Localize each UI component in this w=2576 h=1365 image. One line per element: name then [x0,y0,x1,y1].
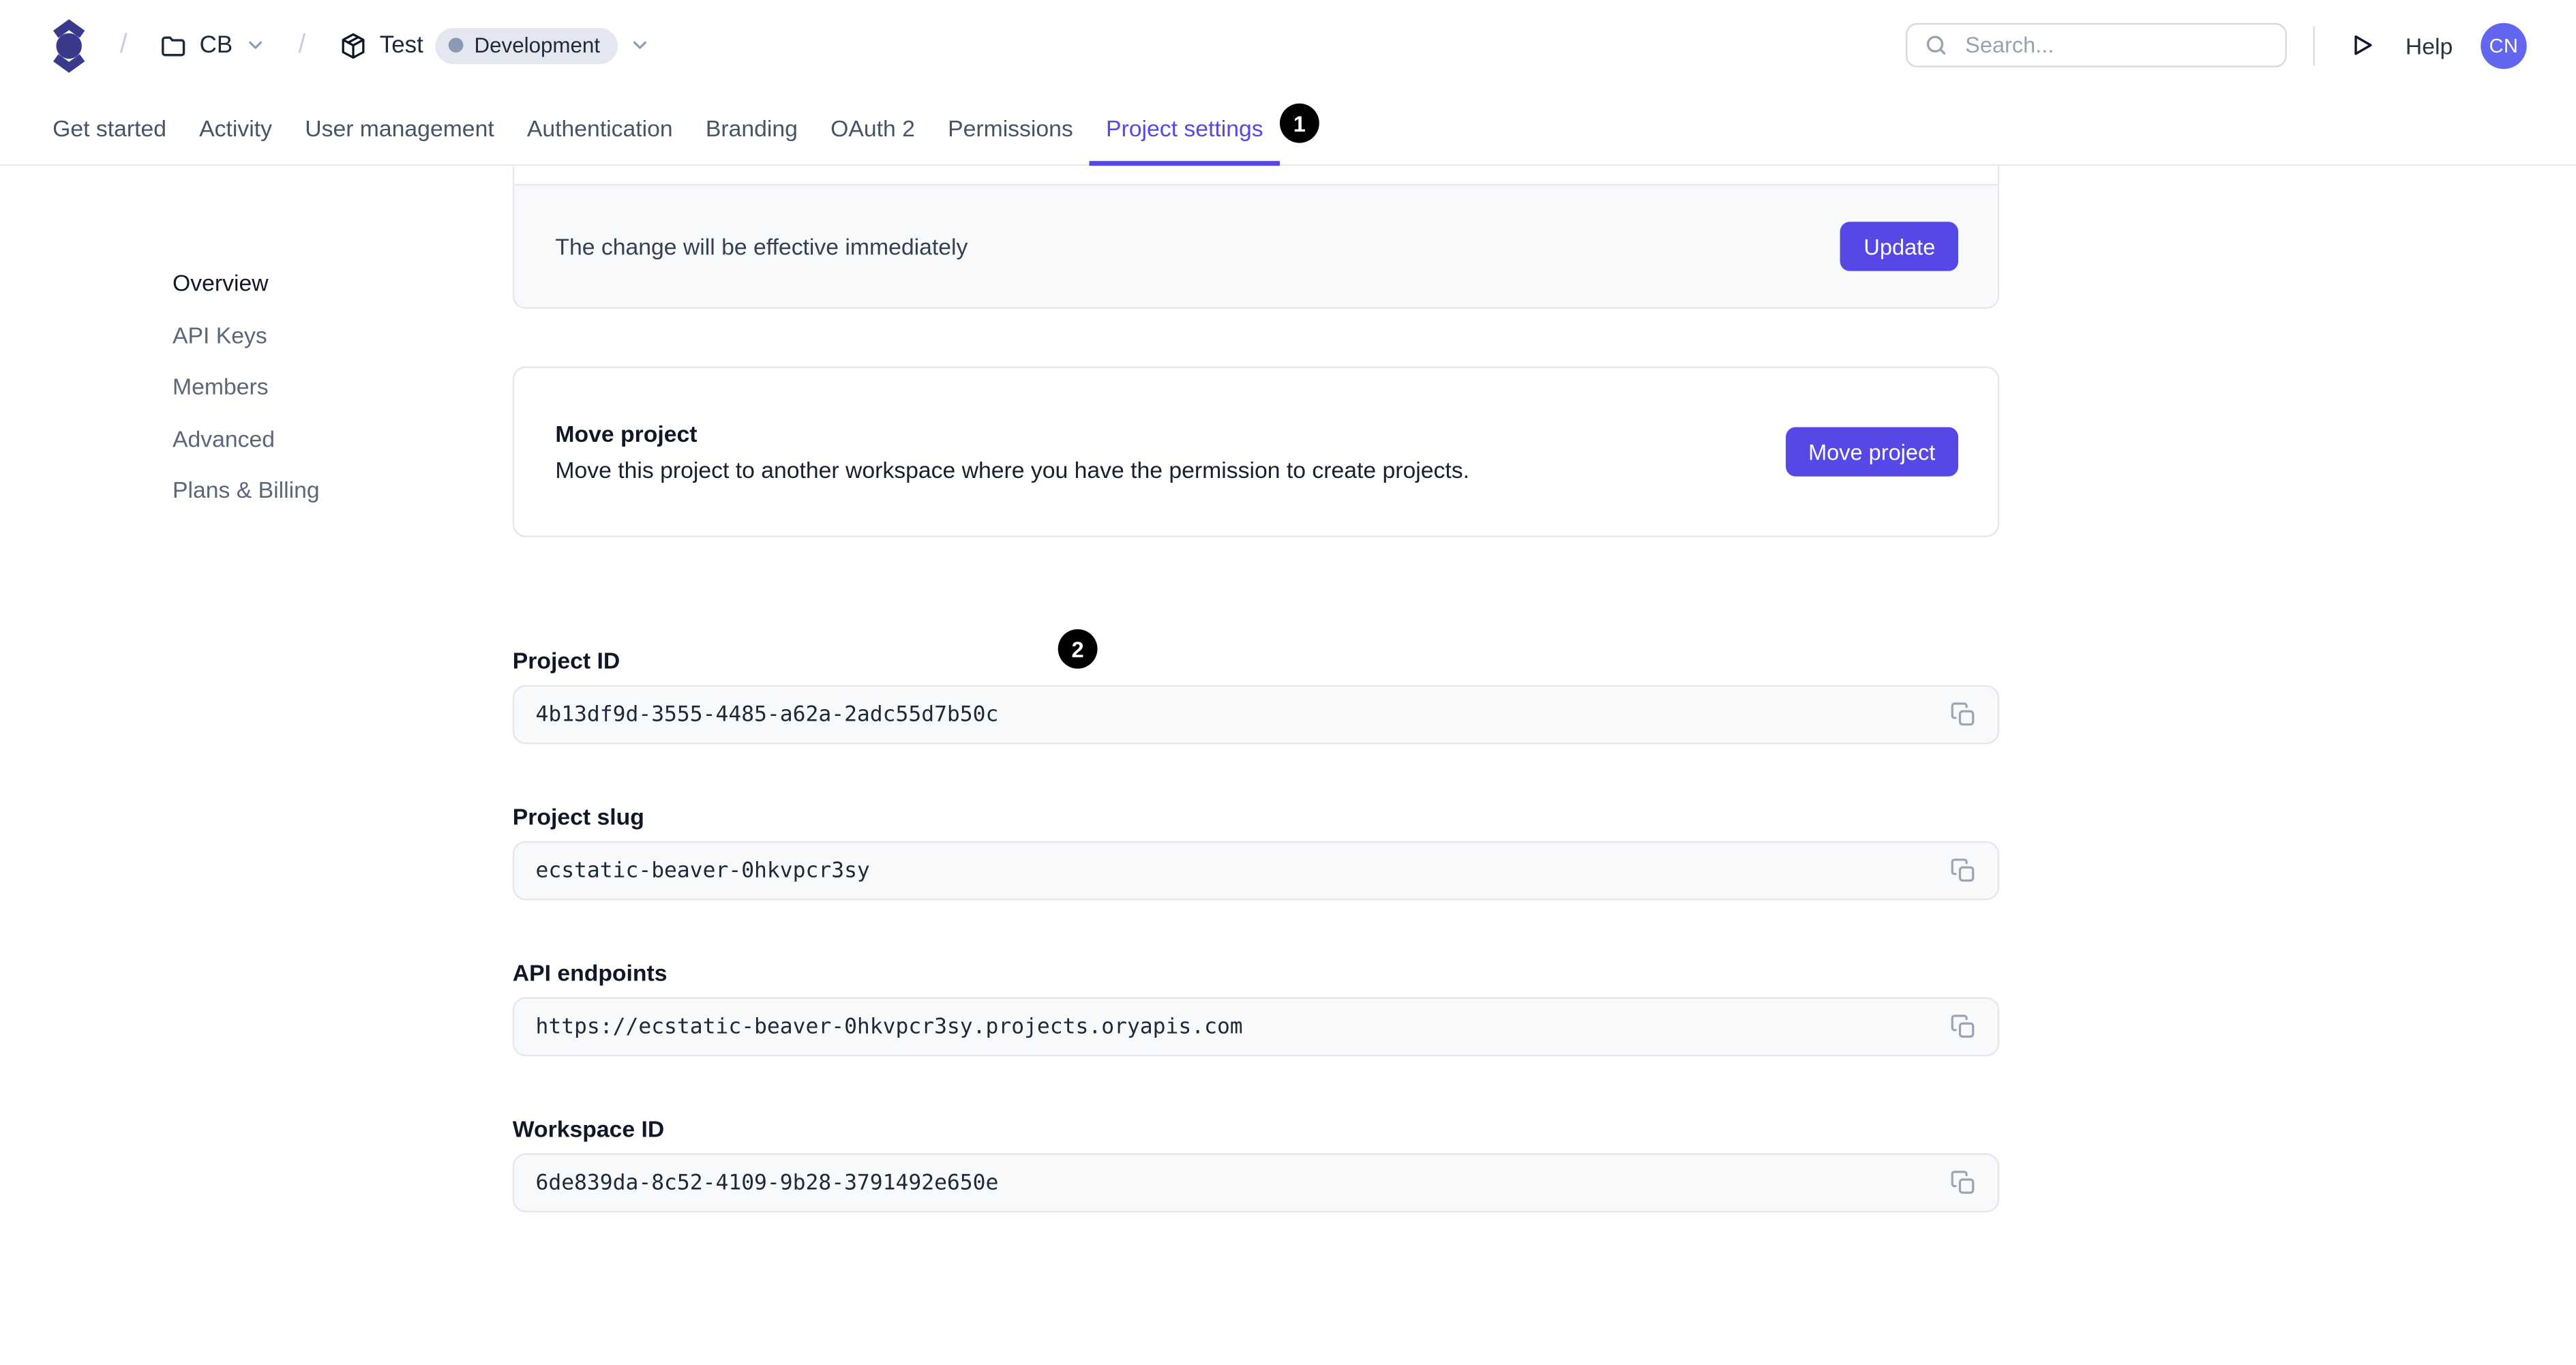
copy-icon [1951,702,1975,726]
workspace-id-value: 6de839da-8c52-4109-9b28-3791492e650e [535,1170,999,1195]
breadcrumb-project[interactable]: Test Development [338,27,650,63]
move-project-title: Move project [555,420,698,447]
environment-label: Development [474,33,601,58]
help-link[interactable]: Help [2405,31,2453,59]
ory-logo[interactable] [51,17,87,73]
topbar-divider [2313,25,2316,65]
move-project-text: Move project Move this project to anothe… [555,421,1469,483]
update-note: The change will be effective immediately [555,233,968,260]
api-endpoints-group: API endpoints https://ecstatic-beaver-0h… [512,959,2000,1057]
copy-icon [1951,1015,1975,1038]
tab-user-management[interactable]: User management [305,114,494,141]
workspace-id-field[interactable]: 6de839da-8c52-4109-9b28-3791492e650e [512,1153,2000,1213]
tab-authentication[interactable]: Authentication [526,114,673,141]
api-endpoints-field[interactable]: https://ecstatic-beaver-0hkvpcr3sy.proje… [512,997,2000,1057]
copy-icon [1951,1171,1975,1194]
topbar: / CB / Test Development [0,0,2576,91]
tab-oauth2[interactable]: OAuth 2 [830,114,915,141]
breadcrumb-workspace[interactable]: CB [160,31,266,59]
api-endpoints-value: https://ecstatic-beaver-0hkvpcr3sy.proje… [535,1014,1243,1039]
run-button[interactable] [2348,31,2376,59]
environment-badge: Development [434,27,618,63]
chevron-down-icon [248,41,262,49]
main-tabs: Get started Activity User management Aut… [0,90,2576,166]
project-id-label: Project ID [512,647,620,674]
project-id-field[interactable]: 4b13df9d-3555-4485-a62a-2adc55d7b50c [512,685,2000,745]
tab-permissions[interactable]: Permissions [948,114,1073,141]
move-project-button[interactable]: Move project [1785,427,1959,477]
annotation-badge-2: 2 [1058,629,1098,669]
copy-icon [1951,858,1975,882]
environment-dot-icon [447,38,463,53]
play-icon [2354,35,2373,55]
settings-sidebar: Overview API Keys Members Advanced Plans… [173,258,320,516]
workspace-id-group: Workspace ID 6de839da-8c52-4109-9b28-379… [512,1115,2000,1213]
api-endpoints-label: API endpoints [512,959,668,986]
project-slug-value: ecstatic-beaver-0hkvpcr3sy [535,858,870,884]
tab-project-settings[interactable]: Project settings [1089,91,1280,166]
project-id-group: Project ID 4b13df9d-3555-4485-a62a-2adc5… [512,647,2000,745]
project-slug-field[interactable]: ecstatic-beaver-0hkvpcr3sy [512,841,2000,901]
sidebar-item-overview[interactable]: Overview [172,269,269,296]
breadcrumb-separator: / [298,30,306,59]
update-card-body [514,166,1998,184]
move-project-description: Move this project to another workspace w… [555,456,1469,483]
folder-icon [162,36,186,57]
search-icon [1927,35,1946,55]
project-fields: Project ID 4b13df9d-3555-4485-a62a-2adc5… [512,647,2000,1213]
chevron-down-icon [633,41,647,49]
tab-get-started[interactable]: Get started [53,114,166,141]
workspace-name: CB [199,31,233,59]
update-button[interactable]: Update [1840,222,1959,271]
sidebar-item-plans-billing[interactable]: Plans & Billing [172,476,320,503]
tab-activity[interactable]: Activity [199,114,273,141]
settings-main: The change will be effective immediately… [512,166,2000,1272]
project-slug-group: Project slug ecstatic-beaver-0hkvpcr3sy [512,803,2000,901]
topbar-actions: Help CN [1906,0,2527,91]
project-id-value: 4b13df9d-3555-4485-a62a-2adc55d7b50c [535,702,999,728]
content-area: Overview API Keys Members Advanced Plans… [0,166,2576,1365]
breadcrumb-separator: / [119,30,128,59]
project-slug-label: Project slug [512,803,644,830]
copy-project-id-button[interactable] [1950,702,1977,728]
tab-branding[interactable]: Branding [705,114,798,141]
search-box[interactable] [1906,22,2288,68]
move-project-card: Move project Move this project to anothe… [512,366,2000,537]
ory-logo-icon [53,18,85,72]
avatar[interactable]: CN [2481,22,2527,68]
sidebar-item-api-keys[interactable]: API Keys [172,321,267,348]
update-card-footer: The change will be effective immediately… [514,183,1998,308]
sidebar-item-members[interactable]: Members [172,372,269,400]
copy-api-endpoints-button[interactable] [1950,1014,1977,1040]
package-icon [342,32,365,58]
sidebar-item-advanced[interactable]: Advanced [172,424,275,451]
annotation-badge-1: 1 [1279,103,1319,143]
copy-project-slug-button[interactable] [1950,858,1977,884]
project-name: Test [379,31,423,59]
workspace-id-label: Workspace ID [512,1115,665,1142]
copy-workspace-id-button[interactable] [1950,1170,1977,1197]
search-input[interactable] [1962,31,2273,59]
update-card: The change will be effective immediately… [512,166,2000,309]
